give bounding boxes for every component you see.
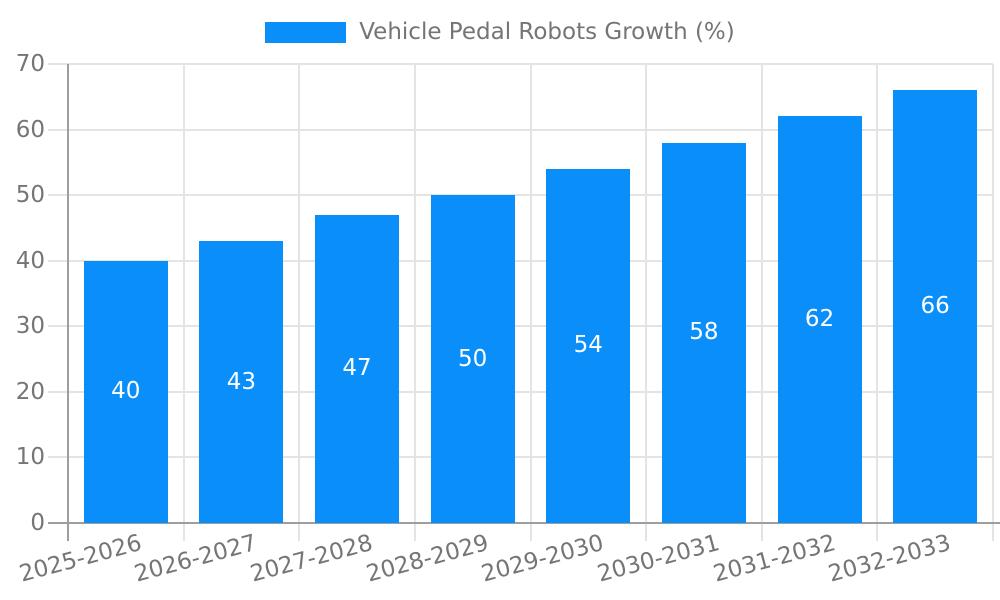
horizontal-gridline	[48, 259, 993, 262]
horizontal-gridline	[48, 128, 993, 131]
bar-value-label: 43	[226, 368, 257, 395]
x-axis-line	[48, 522, 1000, 524]
bar: 43	[199, 241, 284, 523]
vertical-gridline	[992, 64, 994, 541]
y-axis-line	[67, 64, 69, 541]
x-tick-label: 2027-2028	[247, 530, 376, 588]
horizontal-gridline	[48, 194, 993, 197]
x-tick-label: 2025-2026	[16, 530, 145, 588]
bar: 54	[546, 168, 631, 523]
vertical-gridline	[760, 64, 763, 541]
y-tick-label: 20	[15, 378, 45, 405]
y-tick-label: 60	[15, 116, 45, 143]
bar-value-label: 47	[342, 355, 372, 382]
bar-value-label: 40	[111, 378, 141, 405]
horizontal-gridline	[48, 325, 993, 328]
y-tick-label: 70	[15, 51, 45, 77]
y-tick-label: 30	[15, 313, 45, 340]
bar: 66	[893, 90, 978, 523]
y-tick-label: 0	[30, 510, 45, 536]
bar-value-label: 58	[689, 319, 719, 346]
y-tick-label: 10	[15, 444, 45, 471]
horizontal-gridline	[48, 390, 993, 393]
y-tick-label: 40	[15, 247, 45, 274]
bar: 40	[83, 260, 168, 523]
x-tick-label: 2032-2033	[825, 530, 954, 588]
x-tick-label: 2031-2032	[710, 530, 839, 588]
bar-value-label: 54	[573, 332, 603, 359]
vertical-gridline	[413, 64, 416, 541]
vertical-gridline	[645, 64, 648, 541]
bar-value-label: 66	[920, 293, 950, 320]
x-tick-label: 2029-2030	[478, 530, 607, 588]
bar: 58	[661, 142, 746, 523]
chart-legend: Vehicle Pedal Robots Growth (%)	[0, 21, 1000, 44]
horizontal-gridline	[48, 63, 993, 65]
y-tick-label: 50	[15, 182, 45, 209]
horizontal-gridline	[48, 456, 993, 459]
x-tick-label: 2026-2027	[132, 530, 260, 588]
bar: 62	[777, 116, 862, 523]
bar-value-label: 50	[458, 345, 488, 372]
x-tick-label: 2028-2029	[363, 530, 492, 588]
bar: 47	[315, 214, 400, 523]
vertical-gridline	[529, 64, 532, 541]
bar-value-label: 62	[804, 306, 835, 333]
x-tick-label: 2030-2031	[594, 530, 723, 588]
vertical-gridline	[182, 64, 185, 541]
vertical-gridline	[298, 64, 301, 541]
bar: 50	[430, 195, 515, 523]
legend-series-label: Vehicle Pedal Robots Growth (%)	[359, 19, 735, 45]
legend-color-swatch	[265, 22, 347, 43]
vertical-gridline	[876, 64, 879, 541]
